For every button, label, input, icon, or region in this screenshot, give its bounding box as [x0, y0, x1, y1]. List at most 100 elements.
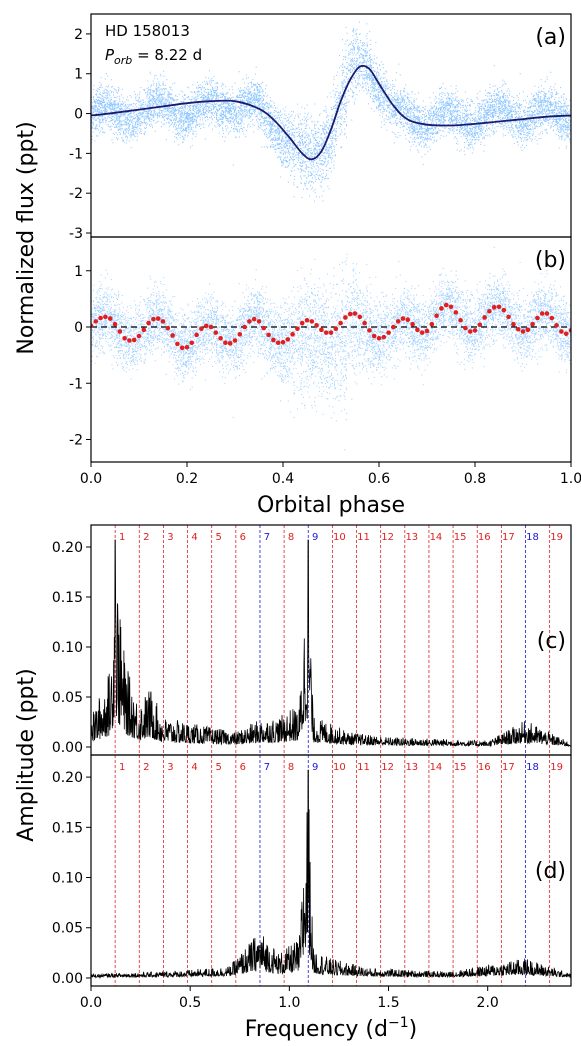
panel-b-scatter	[91, 246, 571, 451]
binned-point	[487, 308, 492, 314]
harmonic-label: 4	[191, 762, 197, 773]
binned-point	[160, 319, 166, 324]
binned-point	[304, 317, 310, 323]
harmonic-label: 14	[430, 532, 443, 543]
binned-point	[299, 320, 305, 326]
binned-point	[482, 315, 487, 320]
binned-point	[563, 331, 569, 337]
porb-symbol: P	[105, 46, 115, 64]
y-tick-label: 0.20	[52, 540, 83, 556]
binned-point	[223, 340, 228, 346]
y-tick-label: 2	[74, 27, 83, 43]
binned-point	[362, 320, 367, 326]
binned-point	[443, 302, 449, 308]
harmonic-label: 6	[240, 532, 246, 543]
bottom-x-axis-label-sup: −1	[388, 1015, 409, 1031]
x-tick-label: 0.0	[80, 471, 102, 487]
binned-point	[107, 316, 113, 321]
y-tick-label: -2	[69, 433, 83, 449]
porb-subscript: orb	[114, 54, 132, 67]
bottom-x-axis-label: Frequency (d−1)	[245, 1015, 417, 1042]
panel-a-scatter	[91, 14, 571, 202]
binned-point	[213, 330, 219, 335]
binned-point	[544, 311, 550, 316]
panel-d-ticks: 0.00 0.05 0.10 0.15 0.20 0.0 0.5 1.0 1.5 2.0	[52, 770, 499, 1011]
binned-point	[314, 323, 319, 328]
y-tick-label: 0.15	[52, 590, 83, 606]
harmonic-label: 18	[526, 762, 539, 773]
binned-point	[453, 310, 459, 315]
panel-a-label: (a)	[535, 25, 566, 50]
binned-point	[405, 317, 411, 322]
binned-point	[506, 314, 511, 320]
binned-point	[146, 320, 151, 326]
binned-point	[554, 323, 559, 328]
y-tick-label: 0	[74, 320, 83, 336]
panel-d: 1 2 3 4 5 6 7 8 9 10 11 12 13 14 15 16 17 18 19 0.000.050.…	[52, 754, 572, 1011]
harmonic-label: 1	[119, 762, 125, 773]
harmonic-label: 5	[216, 532, 222, 543]
harmonic-label: 16	[478, 532, 491, 543]
harmonic-label: 12	[381, 532, 394, 543]
x-tick-label: 1.0	[560, 471, 581, 487]
binned-point	[352, 311, 358, 316]
y-tick-label: -3	[69, 226, 83, 242]
binned-point	[386, 330, 391, 335]
panel-d-spectrum	[91, 769, 571, 979]
panel-a-porb: Porb = 8.22 d	[105, 46, 202, 67]
harmonic-label: 1	[119, 532, 125, 543]
y-tick-label: 1	[74, 264, 83, 280]
binned-point	[338, 320, 343, 326]
binned-point	[376, 335, 382, 341]
y-tick-label: -1	[69, 376, 83, 392]
binned-point	[155, 316, 161, 321]
binned-point	[520, 329, 526, 334]
harmonic-label: 11	[357, 532, 370, 543]
harmonic-label: 2	[143, 762, 149, 773]
y-tick-label: -2	[69, 186, 83, 202]
binned-point	[189, 340, 195, 346]
harmonic-label: 4	[191, 532, 197, 543]
y-tick-label: 0.10	[52, 871, 83, 887]
panel-d-label: (d)	[535, 859, 566, 884]
binned-point	[256, 319, 262, 324]
binned-point	[199, 326, 204, 331]
panel-a-model	[91, 64, 571, 161]
y-tick-label: 0.10	[52, 640, 83, 656]
panel-c-label: (c)	[537, 629, 566, 654]
y-tick-label: 0.05	[52, 921, 83, 937]
x-tick-label: 0.8	[464, 471, 486, 487]
binned-point	[170, 333, 175, 338]
porb-value: = 8.22 d	[132, 46, 202, 64]
binned-point	[242, 324, 247, 330]
harmonic-label: 19	[550, 762, 563, 773]
harmonic-label: 10	[333, 762, 346, 773]
binned-point	[357, 314, 363, 320]
harmonic-label: 3	[167, 762, 173, 773]
x-tick-label: 1.0	[278, 995, 300, 1011]
binned-point	[434, 313, 439, 319]
panel-d-harmonics: 1 2 3 4 5 6 7 8 9 10 11 12 13 14 15 16 17 18 19	[114, 755, 563, 986]
top-y-axis-label: Normalized flux (ppt)	[14, 121, 39, 354]
harmonic-label: 5	[216, 762, 222, 773]
binned-point	[458, 317, 463, 323]
harmonic-label: 15	[454, 532, 467, 543]
binned-point	[463, 325, 468, 331]
binned-point	[232, 338, 238, 343]
panel-b-ticks: -2 -1 0 1 0.0 0.2 0.4 0.6 0.8 1.0	[69, 264, 581, 487]
harmonic-label: 10	[333, 532, 346, 543]
y-tick-label: -1	[69, 146, 83, 162]
binned-point	[410, 321, 415, 327]
binned-point	[419, 330, 425, 335]
spectrum-line	[91, 539, 571, 748]
binned-point	[117, 329, 123, 334]
binned-point	[98, 315, 103, 321]
binned-point	[559, 329, 564, 334]
bottom-x-axis-label-end: )	[409, 1017, 418, 1042]
binned-point	[439, 306, 444, 311]
harmonic-label: 18	[526, 532, 539, 543]
binned-point	[429, 321, 435, 327]
binned-point	[525, 327, 531, 333]
harmonic-label: 19	[550, 532, 563, 543]
binned-point	[491, 305, 497, 310]
